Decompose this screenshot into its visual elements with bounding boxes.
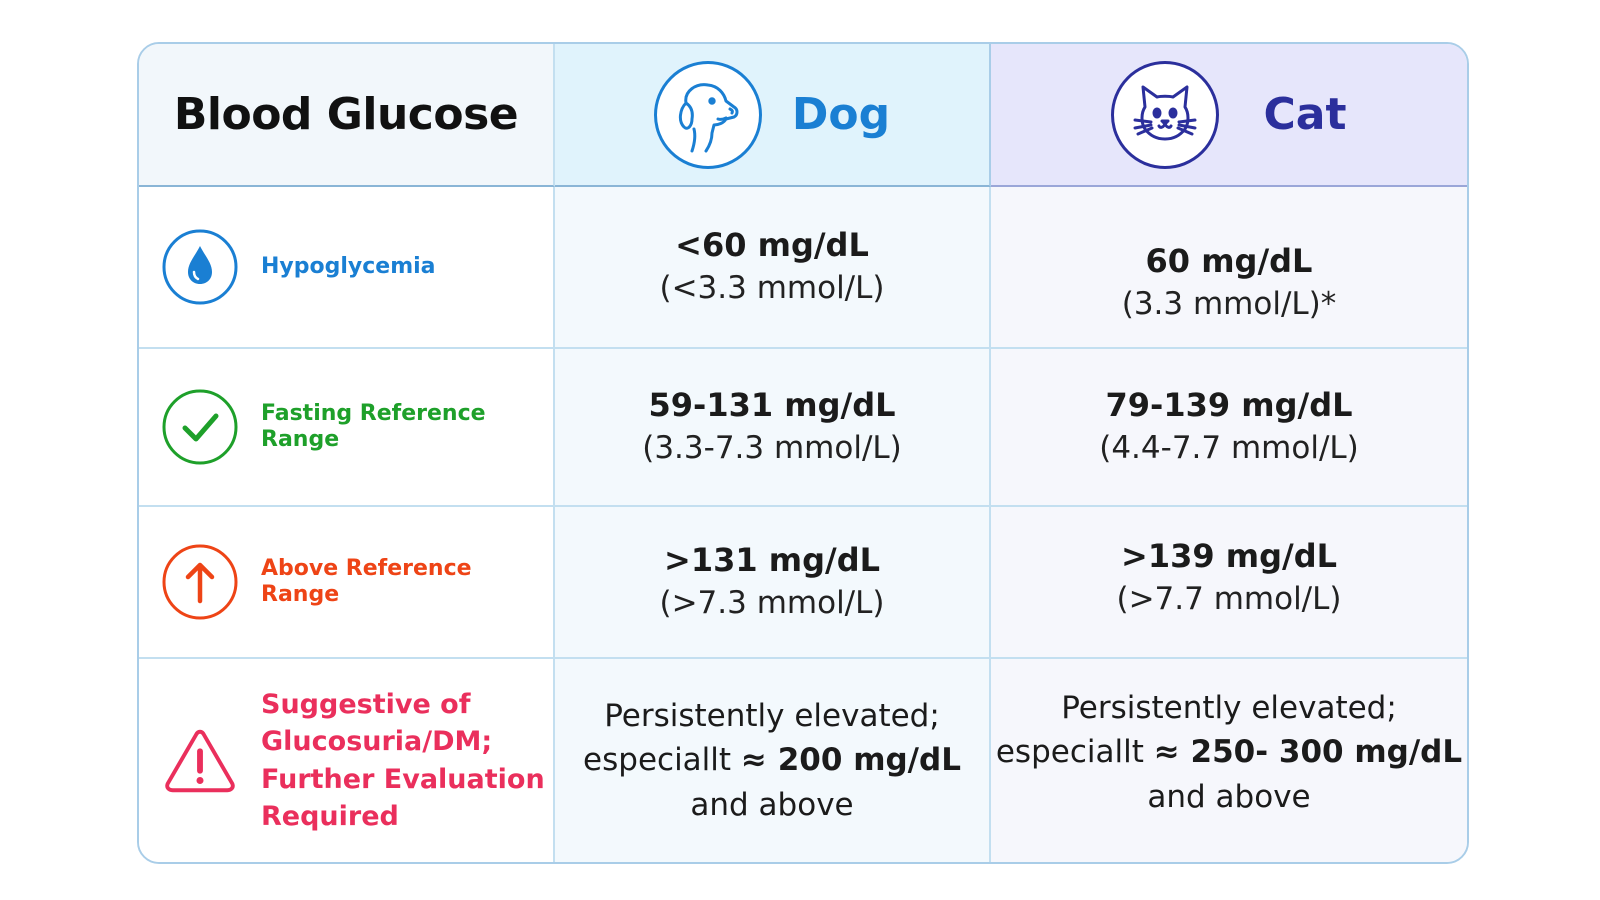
cat-dm-line3: and above (1147, 778, 1311, 815)
dog-fasting-mgdl: 59-131 mg/dL (648, 386, 896, 425)
row-dm-label: Suggestive of Glucosuria/DM; Further Eva… (261, 686, 545, 835)
cat-label: Cat (1263, 89, 1347, 140)
check-circle-icon (161, 388, 239, 466)
row-dm-label-line: Required (261, 800, 399, 832)
cat-header: Cat (1111, 60, 1347, 169)
dog-dm-text: Persistently elevated; especiallt ≈ 200 … (583, 694, 961, 826)
row-above-label-cell: Above Reference Range (139, 507, 555, 659)
row-hypoglycemia-dog-cell: <60 mg/dL (<3.3 mmol/L) (555, 187, 991, 349)
blood-glucose-table: Blood Glucose Dog (137, 42, 1469, 864)
dog-fasting-mmol: (3.3-7.3 mmol/L) (642, 429, 902, 466)
cat-above-mmol: (>7.7 mmol/L) (1116, 580, 1342, 617)
cat-fasting-mmol: (4.4-7.7 mmol/L) (1099, 429, 1359, 466)
cat-icon (1111, 60, 1220, 169)
row-dm-label-line: Suggestive of (261, 689, 471, 720)
row-above-cat-cell: >139 mg/dL (>7.7 mmol/L) (991, 507, 1467, 659)
cat-hypoglycemia-mgdl: 60 mg/dL (1145, 242, 1313, 281)
row-fasting-label-cell: Fasting Reference Range (139, 349, 555, 507)
row-dm-dog-cell: Persistently elevated; especiallt ≈ 200 … (555, 659, 991, 862)
dog-dm-line2-prefix: especiallt (583, 742, 741, 779)
warning-triangle-icon (161, 722, 239, 800)
row-hypoglycemia-label-cell: Hypoglycemia (139, 187, 555, 349)
header-title-cell: Blood Glucose (139, 44, 555, 187)
row-dm-cat-cell: Persistently elevated; especiallt ≈ 250-… (991, 659, 1467, 862)
row-dm-label-line: Further Evaluation (261, 763, 545, 795)
dog-dm-threshold: ≈ 200 mg/dL (740, 742, 961, 779)
cat-hypoglycemia-mmol: (3.3 mmol/L)* (1121, 285, 1337, 322)
dog-dm-line3: and above (690, 786, 854, 823)
cat-dm-line1: Persistently elevated; (1061, 690, 1397, 727)
row-above-label: Above Reference Range (261, 555, 472, 607)
cat-fasting-mgdl: 79-139 mg/dL (1105, 386, 1353, 425)
cat-dm-threshold: ≈ 250- 300 mg/dL (1153, 734, 1463, 771)
row-dm-label-cell: Suggestive of Glucosuria/DM; Further Eva… (139, 659, 555, 862)
page-title: Blood Glucose (173, 89, 519, 140)
dog-icon (653, 60, 762, 169)
droplet-icon (161, 228, 239, 306)
row-dm-label-line: Glucosuria/DM; (261, 726, 493, 758)
cat-above-mgdl: >139 mg/dL (1121, 537, 1337, 576)
dog-dm-line1: Persistently elevated; (604, 698, 940, 735)
row-hypoglycemia-label: Hypoglycemia (261, 253, 436, 279)
dog-header: Dog (653, 60, 891, 169)
dog-hypoglycemia-mmol: (<3.3 mmol/L) (659, 269, 885, 306)
cat-dm-text: Persistently elevated; especiallt ≈ 250-… (996, 686, 1462, 818)
cat-dm-line2-prefix: especiallt (995, 734, 1154, 771)
row-fasting-dog-cell: 59-131 mg/dL (3.3-7.3 mmol/L) (555, 349, 991, 507)
dog-hypoglycemia-mgdl: <60 mg/dL (675, 226, 869, 265)
dog-above-mgdl: >131 mg/dL (664, 541, 880, 580)
row-hypoglycemia-cat-cell: 60 mg/dL (3.3 mmol/L)* (991, 187, 1467, 349)
row-fasting-label: Fasting Reference Range (261, 400, 486, 452)
header-cat-cell: Cat (991, 44, 1467, 187)
arrow-up-circle-icon (161, 543, 239, 621)
row-fasting-cat-cell: 79-139 mg/dL (4.4-7.7 mmol/L) (991, 349, 1467, 507)
dog-above-mmol: (>7.3 mmol/L) (659, 584, 885, 621)
header-dog-cell: Dog (555, 44, 991, 187)
dog-label: Dog (791, 89, 891, 140)
row-above-dog-cell: >131 mg/dL (>7.3 mmol/L) (555, 507, 991, 659)
